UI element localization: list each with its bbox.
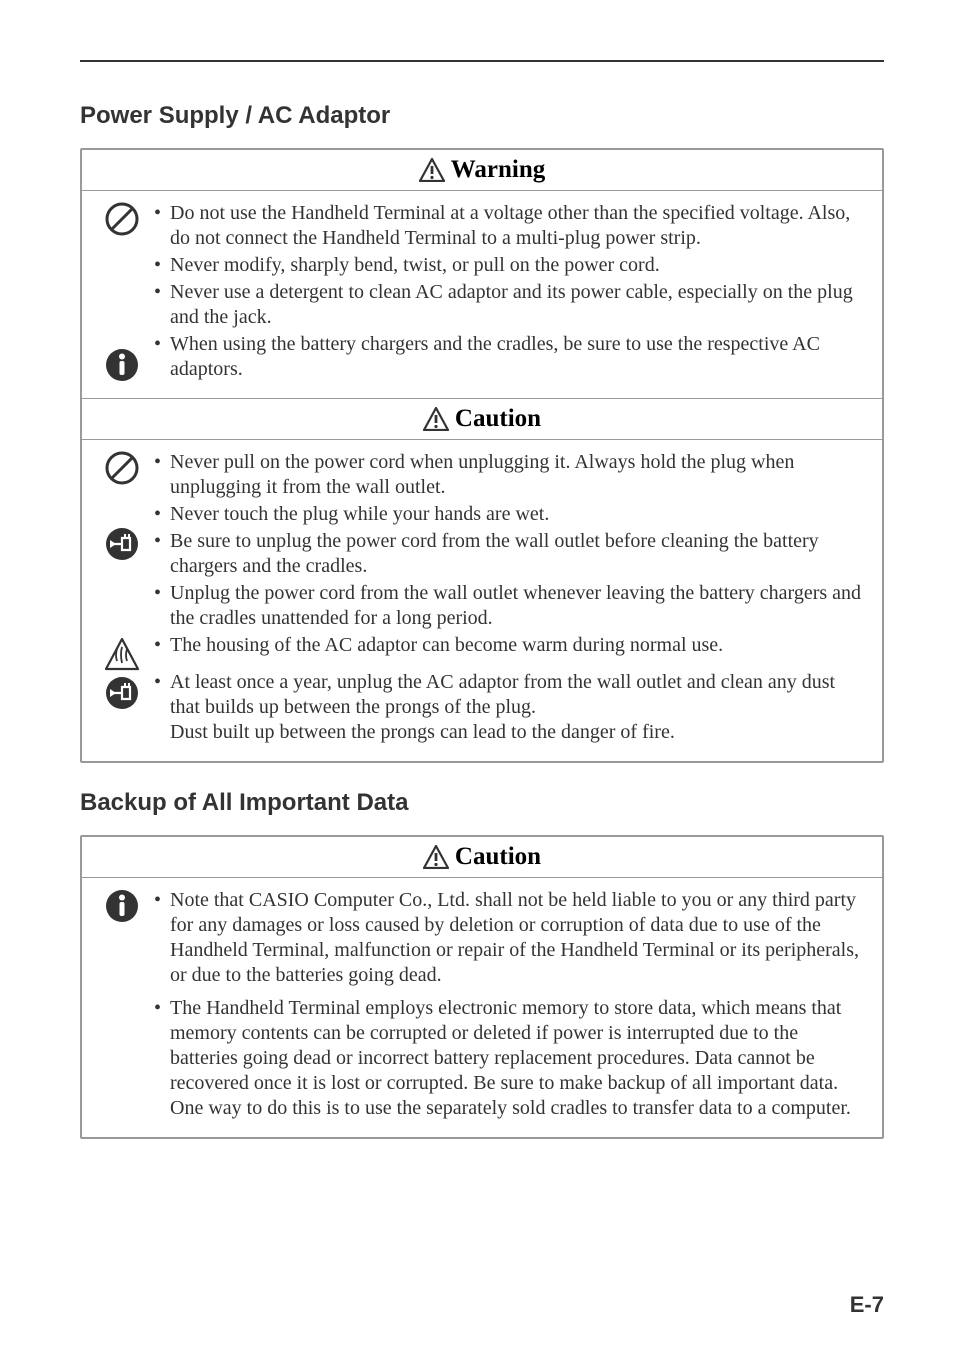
caution-header-1: Caution	[82, 398, 882, 440]
caution-label-2: Caution	[455, 843, 541, 871]
caution-header-2: Caution	[82, 837, 882, 878]
caution-text-1: Never pull on the power cord when unplug…	[154, 450, 862, 747]
warning-header: Warning	[82, 150, 882, 191]
prohibit-icon	[104, 201, 140, 237]
caution-after-item: At least once a year, unplug the AC adap…	[154, 670, 862, 745]
warning-body: Do not use the Handheld Terminal at a vo…	[82, 191, 882, 398]
warning-box: Warning Do not use the Handheld Terminal…	[80, 148, 884, 763]
caution-sub-line: Dust built up between the prongs can lea…	[170, 720, 862, 745]
caution-label-1: Caution	[455, 405, 541, 433]
caution-icons-2	[102, 888, 142, 1123]
warning-item: When using the battery chargers and the …	[154, 332, 862, 382]
warning-triangle-icon	[423, 845, 449, 869]
caution-item: Unplug the power cord from the wall outl…	[154, 581, 862, 631]
caution-item: The Handheld Terminal employs electronic…	[154, 996, 862, 1121]
warning-item: Do not use the Handheld Terminal at a vo…	[154, 201, 862, 251]
caution-item: Never pull on the power cord when unplug…	[154, 450, 862, 500]
warning-icons	[102, 201, 142, 384]
mandatory-icon	[104, 888, 140, 924]
warning-triangle-icon	[419, 158, 445, 182]
section-backup: Backup of All Important Data Caution Not…	[80, 789, 884, 1139]
caution-icons-1	[102, 450, 142, 747]
warning-item: Never use a detergent to clean AC adapto…	[154, 280, 862, 330]
prohibit-icon	[104, 450, 140, 486]
heading-backup: Backup of All Important Data	[80, 789, 884, 817]
unplug-icon	[104, 526, 140, 562]
caution-body-2: Note that CASIO Computer Co., Ltd. shall…	[82, 878, 882, 1137]
top-rule	[80, 60, 884, 62]
section-power-supply: Power Supply / AC Adaptor Warning Do not…	[80, 102, 884, 763]
caution-text-2: Note that CASIO Computer Co., Ltd. shall…	[154, 888, 862, 1123]
page-number: E-7	[850, 1292, 884, 1318]
caution-item: The housing of the AC adaptor can become…	[154, 633, 862, 658]
caution-item: Never touch the plug while your hands ar…	[154, 502, 862, 527]
heading-power-supply: Power Supply / AC Adaptor	[80, 102, 884, 130]
mandatory-icon	[104, 347, 140, 383]
heat-icon	[104, 637, 140, 671]
caution-item: Be sure to unplug the power cord from th…	[154, 529, 862, 579]
unplug-icon	[104, 675, 140, 711]
warning-text: Do not use the Handheld Terminal at a vo…	[154, 201, 862, 384]
caution-body-1: Never pull on the power cord when unplug…	[82, 440, 882, 761]
caution-box-2: Caution Note that CASIO Computer Co., Lt…	[80, 835, 884, 1139]
warning-item: Never modify, sharply bend, twist, or pu…	[154, 253, 862, 278]
warning-label: Warning	[451, 156, 545, 184]
caution-item: Note that CASIO Computer Co., Ltd. shall…	[154, 888, 862, 988]
warning-triangle-icon	[423, 407, 449, 431]
